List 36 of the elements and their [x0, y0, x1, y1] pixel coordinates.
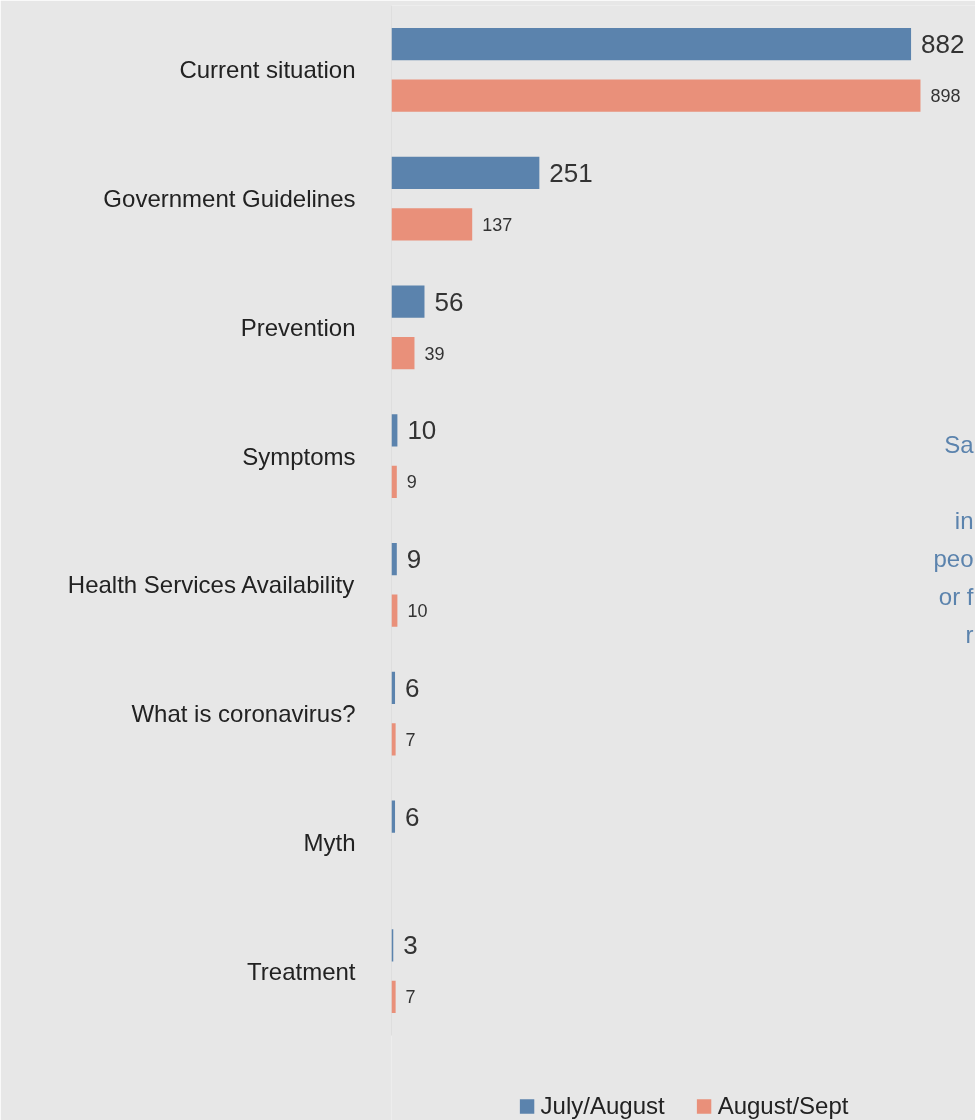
legend-label: August/Sept [717, 1092, 849, 1120]
y-tick-label: Government Guidelines [103, 185, 356, 213]
data-label: 251 [549, 157, 593, 188]
y-tick-label: Prevention [240, 313, 356, 341]
data-label: 10 [407, 601, 428, 622]
data-label: 9 [406, 472, 417, 493]
text: Sa in peo or f r [933, 431, 974, 649]
y-tick-label: Myth [303, 828, 356, 856]
y-tick-label: Health Services Availability [67, 571, 355, 599]
bar [391, 28, 912, 61]
bar [391, 465, 397, 498]
data-label: 9 [406, 544, 422, 575]
data-label: 6 [405, 801, 420, 832]
data-label: 39 [424, 343, 445, 364]
y-tick-label: Current situation [179, 56, 356, 84]
data-label: 3 [403, 930, 418, 961]
data-label: 56 [434, 286, 464, 317]
data-label: 7 [405, 987, 416, 1008]
bar [391, 79, 921, 112]
bar [391, 156, 540, 189]
data-label: 7 [405, 729, 416, 750]
y-tick-label: Treatment [247, 957, 356, 985]
bar [391, 337, 415, 370]
data-label: 898 [930, 86, 961, 107]
bar [391, 285, 425, 318]
data-label: 10 [407, 415, 437, 446]
data-label: 882 [921, 29, 965, 60]
bar [391, 980, 396, 1013]
data-label: 137 [482, 214, 513, 235]
data-label: 6 [405, 672, 420, 703]
bar [391, 723, 396, 756]
y-tick-label: What is coronavirus? [131, 700, 356, 728]
bar [391, 208, 473, 241]
bar [391, 543, 397, 576]
y-tick-label: Symptoms [242, 442, 356, 470]
legend-label: July/August [540, 1092, 665, 1120]
